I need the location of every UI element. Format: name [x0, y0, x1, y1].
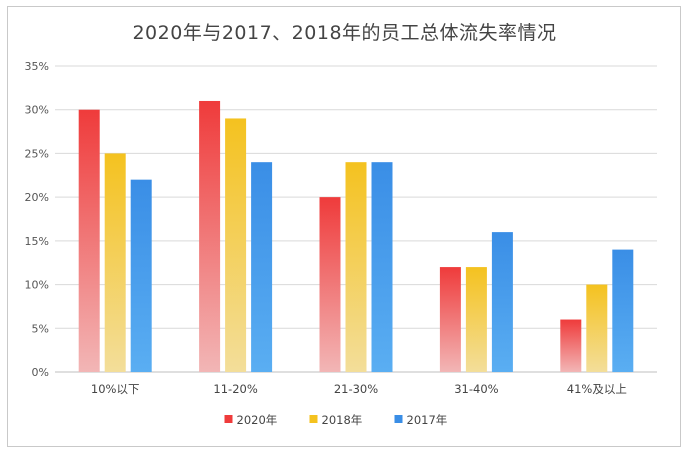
x-category-label: 11-20% — [213, 382, 257, 396]
y-tick-label: 0% — [32, 366, 49, 379]
legend-swatch — [394, 415, 403, 423]
bar-2020年-31-40% — [439, 267, 461, 372]
x-category-label: 41%及以上 — [567, 382, 627, 396]
bar-2017年-31-40% — [491, 232, 513, 372]
bar-2017年-41%及以上 — [612, 249, 634, 372]
legend-label: 2017年 — [407, 413, 448, 427]
y-tick-label: 20% — [25, 191, 49, 204]
y-tick-label: 25% — [25, 147, 49, 160]
bar-2017年-10%以下 — [130, 179, 152, 372]
y-tick-label: 5% — [32, 322, 49, 335]
bar-2018年-31-40% — [465, 267, 487, 372]
legend-swatch — [224, 415, 233, 423]
y-tick-label: 10% — [25, 279, 49, 292]
bars — [78, 100, 634, 372]
x-axis-categories: 10%以下 11-20% 21-30% 31-40% 41%及以上 — [91, 382, 627, 396]
y-tick-label: 30% — [25, 104, 49, 117]
bar-2018年-10%以下 — [104, 153, 126, 372]
legend-label: 2018年 — [322, 413, 363, 427]
bar-2020年-10%以下 — [78, 109, 100, 372]
legend-label: 2020年 — [237, 413, 278, 427]
bar-2018年-21-30% — [345, 162, 367, 372]
chart-title: 2020年与2017、2018年的员工总体流失率情况 — [132, 22, 557, 44]
y-axis-ticks: 0% 5% 10% 15% 20% 25% 30% 35% — [25, 60, 49, 379]
x-category-label: 21-30% — [334, 382, 378, 396]
legend: 2020年 2018年 2017年 — [224, 413, 448, 427]
bar-2020年-21-30% — [319, 197, 341, 372]
x-category-label: 10%以下 — [91, 382, 140, 396]
bar-2020年-41%及以上 — [560, 319, 582, 372]
bar-2018年-41%及以上 — [586, 284, 608, 372]
bar-2020年-11-20% — [199, 100, 221, 372]
bar-2018年-11-20% — [225, 118, 247, 372]
bar-2017年-21-30% — [371, 162, 393, 372]
bar-2017年-11-20% — [251, 162, 273, 372]
x-category-label: 31-40% — [454, 382, 498, 396]
y-tick-label: 15% — [25, 235, 49, 248]
y-tick-label: 35% — [25, 60, 49, 73]
legend-swatch — [309, 415, 318, 423]
